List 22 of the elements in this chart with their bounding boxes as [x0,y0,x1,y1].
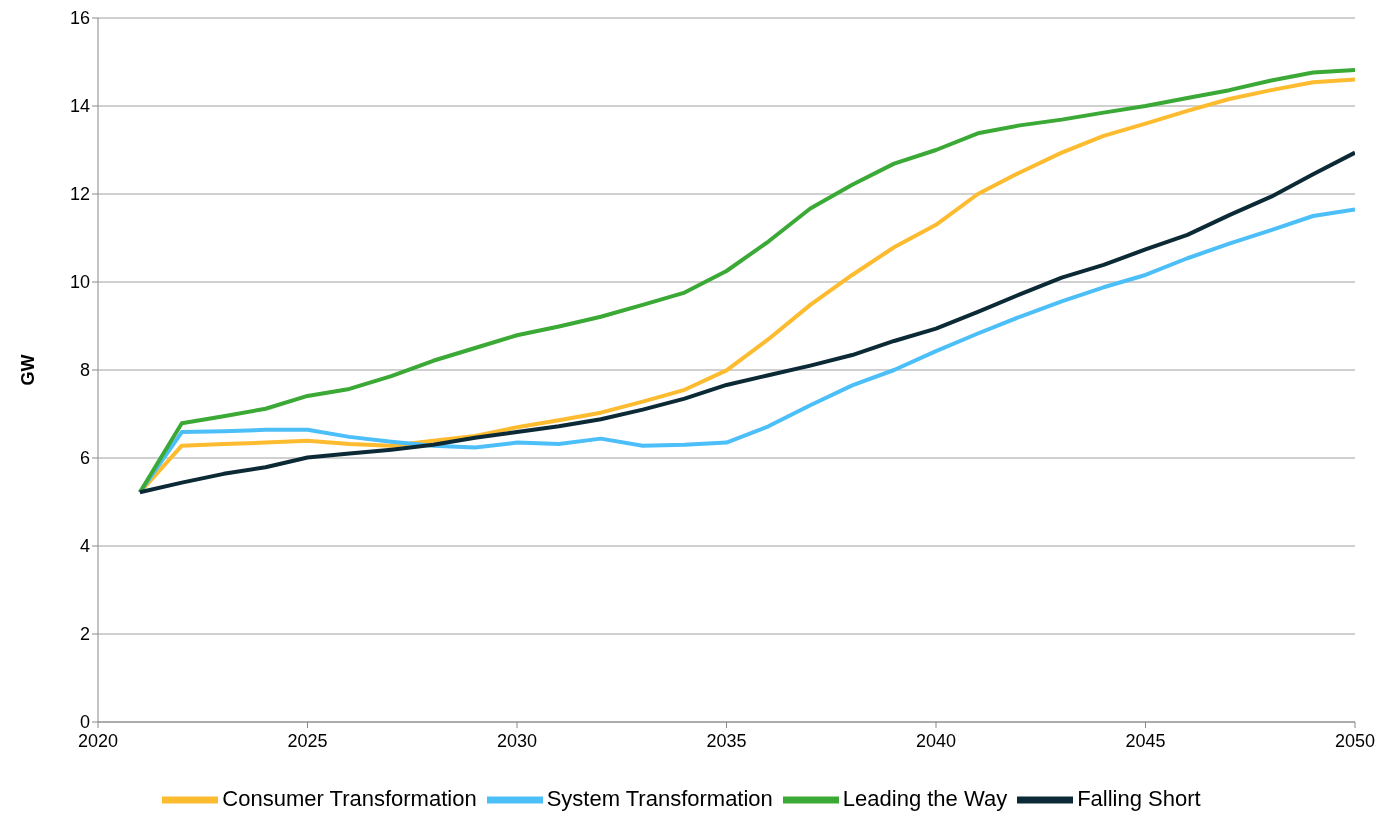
legend-label: Leading the Way [842,785,1008,811]
y-tick-label: 4 [79,536,90,557]
y-tick-label: 2 [79,624,90,645]
x-tick-label: 2045 [1125,730,1166,751]
y-tick-label: 8 [79,360,90,381]
x-tick-label: 2020 [77,730,119,751]
x-tick-label: 2040 [915,730,957,751]
y-tick-label: 6 [79,448,90,469]
y-tick-label: 14 [69,96,90,117]
y-tick-label: 0 [79,712,90,733]
y-axis-title: GW [18,354,39,386]
legend-label: Falling Short [1077,785,1201,811]
y-tick-label: 16 [69,8,90,29]
x-tick-label: 2025 [287,730,328,751]
y-tick-label: 10 [69,272,90,293]
y-tick-label: 12 [69,184,90,205]
x-tick-label: 2050 [1334,730,1376,751]
x-tick-label: 2035 [706,730,747,751]
x-tick-label: 2030 [496,730,538,751]
legend-label: Consumer Transformation [222,785,477,811]
legend-label: System Transformation [546,785,773,811]
line-series [137,150,1355,495]
